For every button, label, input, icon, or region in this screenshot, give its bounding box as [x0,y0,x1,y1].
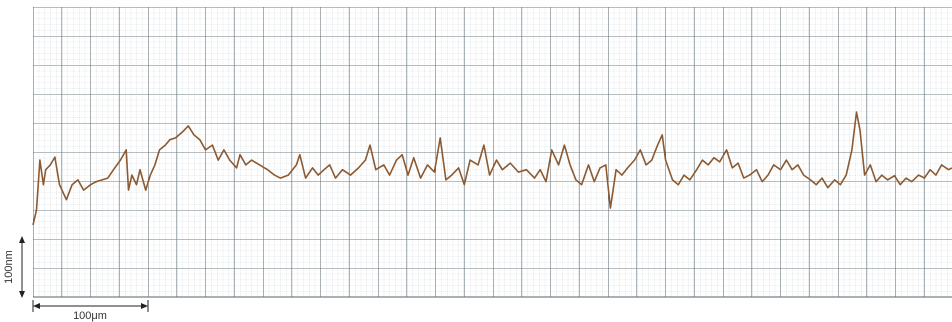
y-scale-label: 100nm [3,250,15,284]
x-scale-label: 100μm [73,310,107,322]
grid-major [33,7,952,297]
x-scale-bar [32,300,149,312]
y-scale-bar [19,236,25,298]
profile-line [32,111,952,226]
